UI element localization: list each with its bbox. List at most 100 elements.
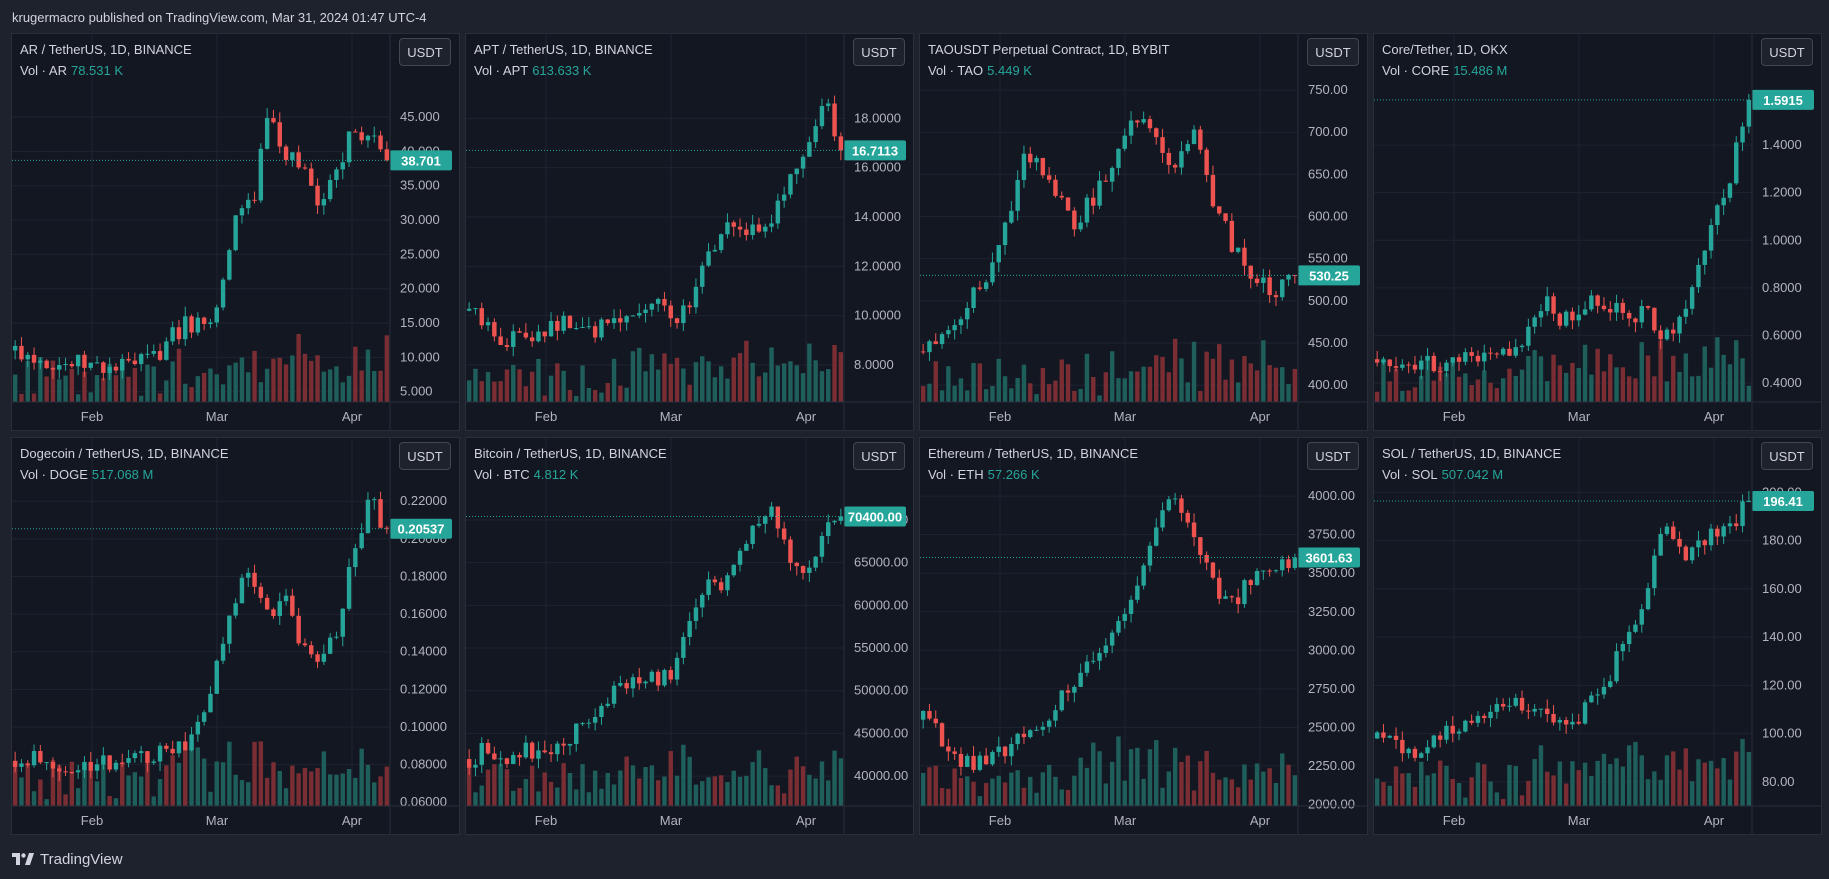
chart-panel[interactable]: 5.000 10.000 15.000 20.000 25.000 30.000 35.00…	[11, 33, 460, 431]
candle-body	[1235, 597, 1241, 605]
candlestick-chart[interactable]: 40000.00 45000.00 50000.00 55000.00 60000.00…	[466, 438, 914, 835]
chart-panel[interactable]: 40000.00 45000.00 50000.00 55000.00 60000.00…	[465, 437, 914, 835]
candle-body	[555, 320, 560, 331]
candle-body	[271, 609, 276, 617]
candlestick-chart[interactable]: 0.06000 0.08000 0.10000 0.12000 0.14000 0.160…	[12, 438, 460, 835]
volume-bar	[958, 378, 964, 402]
volume-bar	[693, 362, 699, 402]
candle-body	[983, 282, 989, 289]
volume-bar	[220, 762, 226, 806]
candle-body	[1526, 326, 1531, 346]
candlestick-chart[interactable]: 2000.00 2250.00 2500.00 2750.00 3000.00 3250.…	[920, 438, 1368, 835]
candle-body	[372, 499, 377, 501]
chart-panel[interactable]: 0.06000 0.08000 0.10000 0.12000 0.14000 0.160…	[11, 437, 460, 835]
volume-bar	[529, 371, 535, 402]
volume-bar	[681, 744, 686, 806]
y-tick-label: 3750.00	[1308, 527, 1355, 542]
candle-body	[183, 316, 188, 340]
volume-bar	[586, 792, 592, 806]
chart-panel[interactable]: 80.00100.00120.00140.00160.00180.00200.0…	[1373, 437, 1822, 835]
volume-bar	[1412, 786, 1418, 806]
candle-body	[82, 761, 87, 771]
candle-body	[737, 550, 743, 565]
volume-bar	[132, 367, 138, 402]
volume-bar	[1154, 740, 1159, 806]
currency-button[interactable]: USDT	[1307, 442, 1359, 470]
volume-bar	[1507, 368, 1512, 402]
x-tick-label: Apr	[1250, 409, 1271, 424]
candle-body	[1671, 329, 1676, 334]
currency-button[interactable]: USDT	[1761, 38, 1813, 66]
candlestick-chart[interactable]: 400.00 450.00 500.00 550.00 600.00 650.00 700.…	[920, 34, 1368, 431]
candlestick-chart[interactable]: 80.00100.00120.00140.00160.00180.00200.0…	[1374, 438, 1822, 835]
candle-body	[1147, 545, 1153, 566]
candle-body	[1475, 355, 1481, 362]
volume-bar	[769, 785, 774, 806]
candle-body	[63, 364, 68, 366]
candlestick-chart[interactable]: 8.0000 10.0000 12.0000 14.0000 16.0000 18.000…	[466, 34, 914, 431]
chart-title: Ethereum / TetherUS, 1D, BINANCE	[928, 446, 1139, 461]
footer-brand[interactable]: TradingView	[40, 850, 123, 868]
candle-body	[145, 751, 150, 763]
currency-button[interactable]: USDT	[1307, 38, 1359, 66]
candle-body	[965, 755, 970, 767]
volume-bar	[1185, 755, 1190, 806]
last-price-label: 16.7113	[852, 143, 898, 158]
candle-body	[151, 351, 156, 354]
volume-bar	[302, 353, 308, 402]
candle-body	[1210, 174, 1216, 207]
tradingview-logo-icon[interactable]	[12, 852, 34, 866]
y-tick-label: 2750.00	[1308, 681, 1355, 696]
currency-button[interactable]: USDT	[399, 38, 451, 66]
candle-body	[1210, 562, 1216, 578]
volume-bar	[599, 788, 604, 806]
candle-body	[681, 305, 686, 324]
candle-body	[302, 167, 308, 169]
volume-bar	[952, 385, 957, 402]
volume-bar	[1097, 751, 1102, 806]
currency-button[interactable]: USDT	[1761, 442, 1813, 470]
candle-body	[1721, 197, 1726, 206]
volume-bar	[832, 750, 837, 806]
chart-panel[interactable]: 400.00 450.00 500.00 550.00 600.00 650.00 700.…	[919, 33, 1368, 431]
volume-bar	[1608, 354, 1613, 402]
candlestick-chart[interactable]: 0.4000 0.6000 0.8000 1.0000 1.2000 1.4000 1.59…	[1374, 34, 1822, 431]
candle-body	[1626, 312, 1632, 319]
volume-bar	[189, 742, 194, 806]
candle-body	[1639, 306, 1644, 323]
candle-body	[1463, 352, 1468, 362]
currency-button[interactable]: USDT	[853, 38, 905, 66]
volume-bar	[819, 371, 825, 402]
candle-body	[227, 615, 232, 644]
volume-bar	[624, 756, 629, 806]
currency-button[interactable]: USDT	[399, 442, 451, 470]
currency-button[interactable]: USDT	[853, 442, 905, 470]
volume-bar	[157, 393, 163, 402]
volume-bar	[542, 772, 547, 806]
volume-bar	[372, 782, 377, 806]
chart-panel[interactable]: 8.0000 10.0000 12.0000 14.0000 16.0000 18.000…	[465, 33, 914, 431]
candle-body	[107, 366, 112, 373]
candlestick-chart[interactable]: 5.000 10.000 15.000 20.000 25.000 30.000 35.00…	[12, 34, 460, 431]
candle-body	[214, 307, 219, 323]
volume-bar	[788, 361, 793, 402]
candle-body	[1191, 522, 1197, 538]
volume-bar	[1652, 771, 1657, 806]
candle-body	[750, 525, 755, 544]
y-tick-label: 45.000	[400, 109, 440, 124]
x-tick-label: Apr	[796, 813, 817, 828]
candle-body	[971, 287, 976, 309]
chart-panel[interactable]: 2000.00 2250.00 2500.00 2750.00 3000.00 3250.…	[919, 437, 1368, 835]
candle-body	[25, 763, 30, 766]
candle-body	[712, 579, 718, 583]
candle-body	[19, 763, 24, 767]
volume-bar	[264, 368, 270, 402]
candle-body	[826, 103, 831, 107]
candle-body	[1160, 137, 1165, 153]
volume-bar	[479, 785, 484, 806]
chart-panel[interactable]: 0.4000 0.6000 0.8000 1.0000 1.2000 1.4000 1.59…	[1373, 33, 1822, 431]
volume-bar	[365, 764, 371, 806]
y-tick-label: 5.000	[400, 384, 433, 399]
volume-bar	[1595, 348, 1600, 402]
volume-bar	[536, 358, 541, 402]
